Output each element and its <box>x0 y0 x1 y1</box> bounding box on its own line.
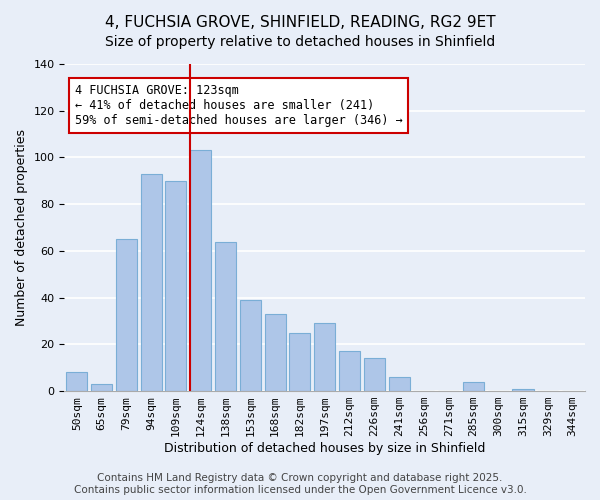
Bar <box>339 352 360 391</box>
Bar <box>364 358 385 391</box>
Text: Size of property relative to detached houses in Shinfield: Size of property relative to detached ho… <box>105 35 495 49</box>
Bar <box>116 239 137 391</box>
Bar <box>265 314 286 391</box>
Bar <box>190 150 211 391</box>
Text: 4 FUCHSIA GROVE: 123sqm
← 41% of detached houses are smaller (241)
59% of semi-d: 4 FUCHSIA GROVE: 123sqm ← 41% of detache… <box>75 84 403 126</box>
Bar <box>463 382 484 391</box>
Text: Contains HM Land Registry data © Crown copyright and database right 2025.
Contai: Contains HM Land Registry data © Crown c… <box>74 474 526 495</box>
Y-axis label: Number of detached properties: Number of detached properties <box>15 129 28 326</box>
Bar <box>215 242 236 391</box>
Text: 4, FUCHSIA GROVE, SHINFIELD, READING, RG2 9ET: 4, FUCHSIA GROVE, SHINFIELD, READING, RG… <box>104 15 496 30</box>
Bar <box>512 388 533 391</box>
Bar <box>240 300 261 391</box>
Bar <box>314 324 335 391</box>
Bar <box>140 174 162 391</box>
Bar <box>289 332 310 391</box>
Bar <box>66 372 88 391</box>
Bar <box>166 181 187 391</box>
Bar <box>91 384 112 391</box>
Bar <box>389 377 410 391</box>
X-axis label: Distribution of detached houses by size in Shinfield: Distribution of detached houses by size … <box>164 442 485 455</box>
